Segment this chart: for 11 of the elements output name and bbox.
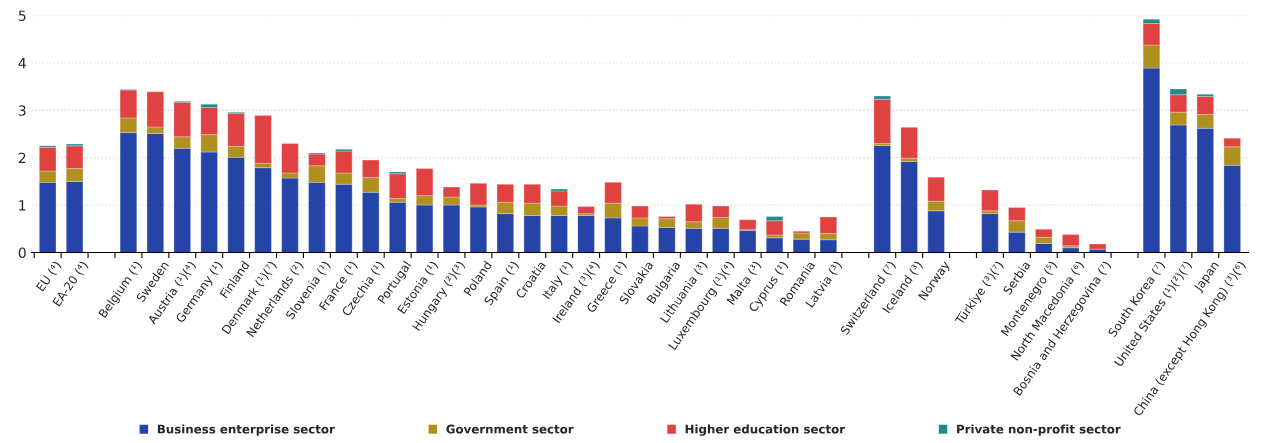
y-tick-label: 0	[18, 247, 26, 258]
legend-label: Government sector	[446, 424, 574, 434]
legend-label: Private non-profit sector	[957, 424, 1121, 436]
y-tick-label: 5	[18, 10, 26, 21]
legend-label: Higher education sector	[685, 424, 846, 436]
y-tick-label: 1	[19, 200, 26, 211]
y-tick-label: 2	[18, 152, 26, 163]
x-tick-label: EU (⁴)	[35, 260, 63, 293]
y-tick-label: 3	[18, 105, 26, 116]
legend-label: Business enterprise sector	[157, 424, 335, 436]
y-tick-label: 4	[18, 58, 26, 69]
